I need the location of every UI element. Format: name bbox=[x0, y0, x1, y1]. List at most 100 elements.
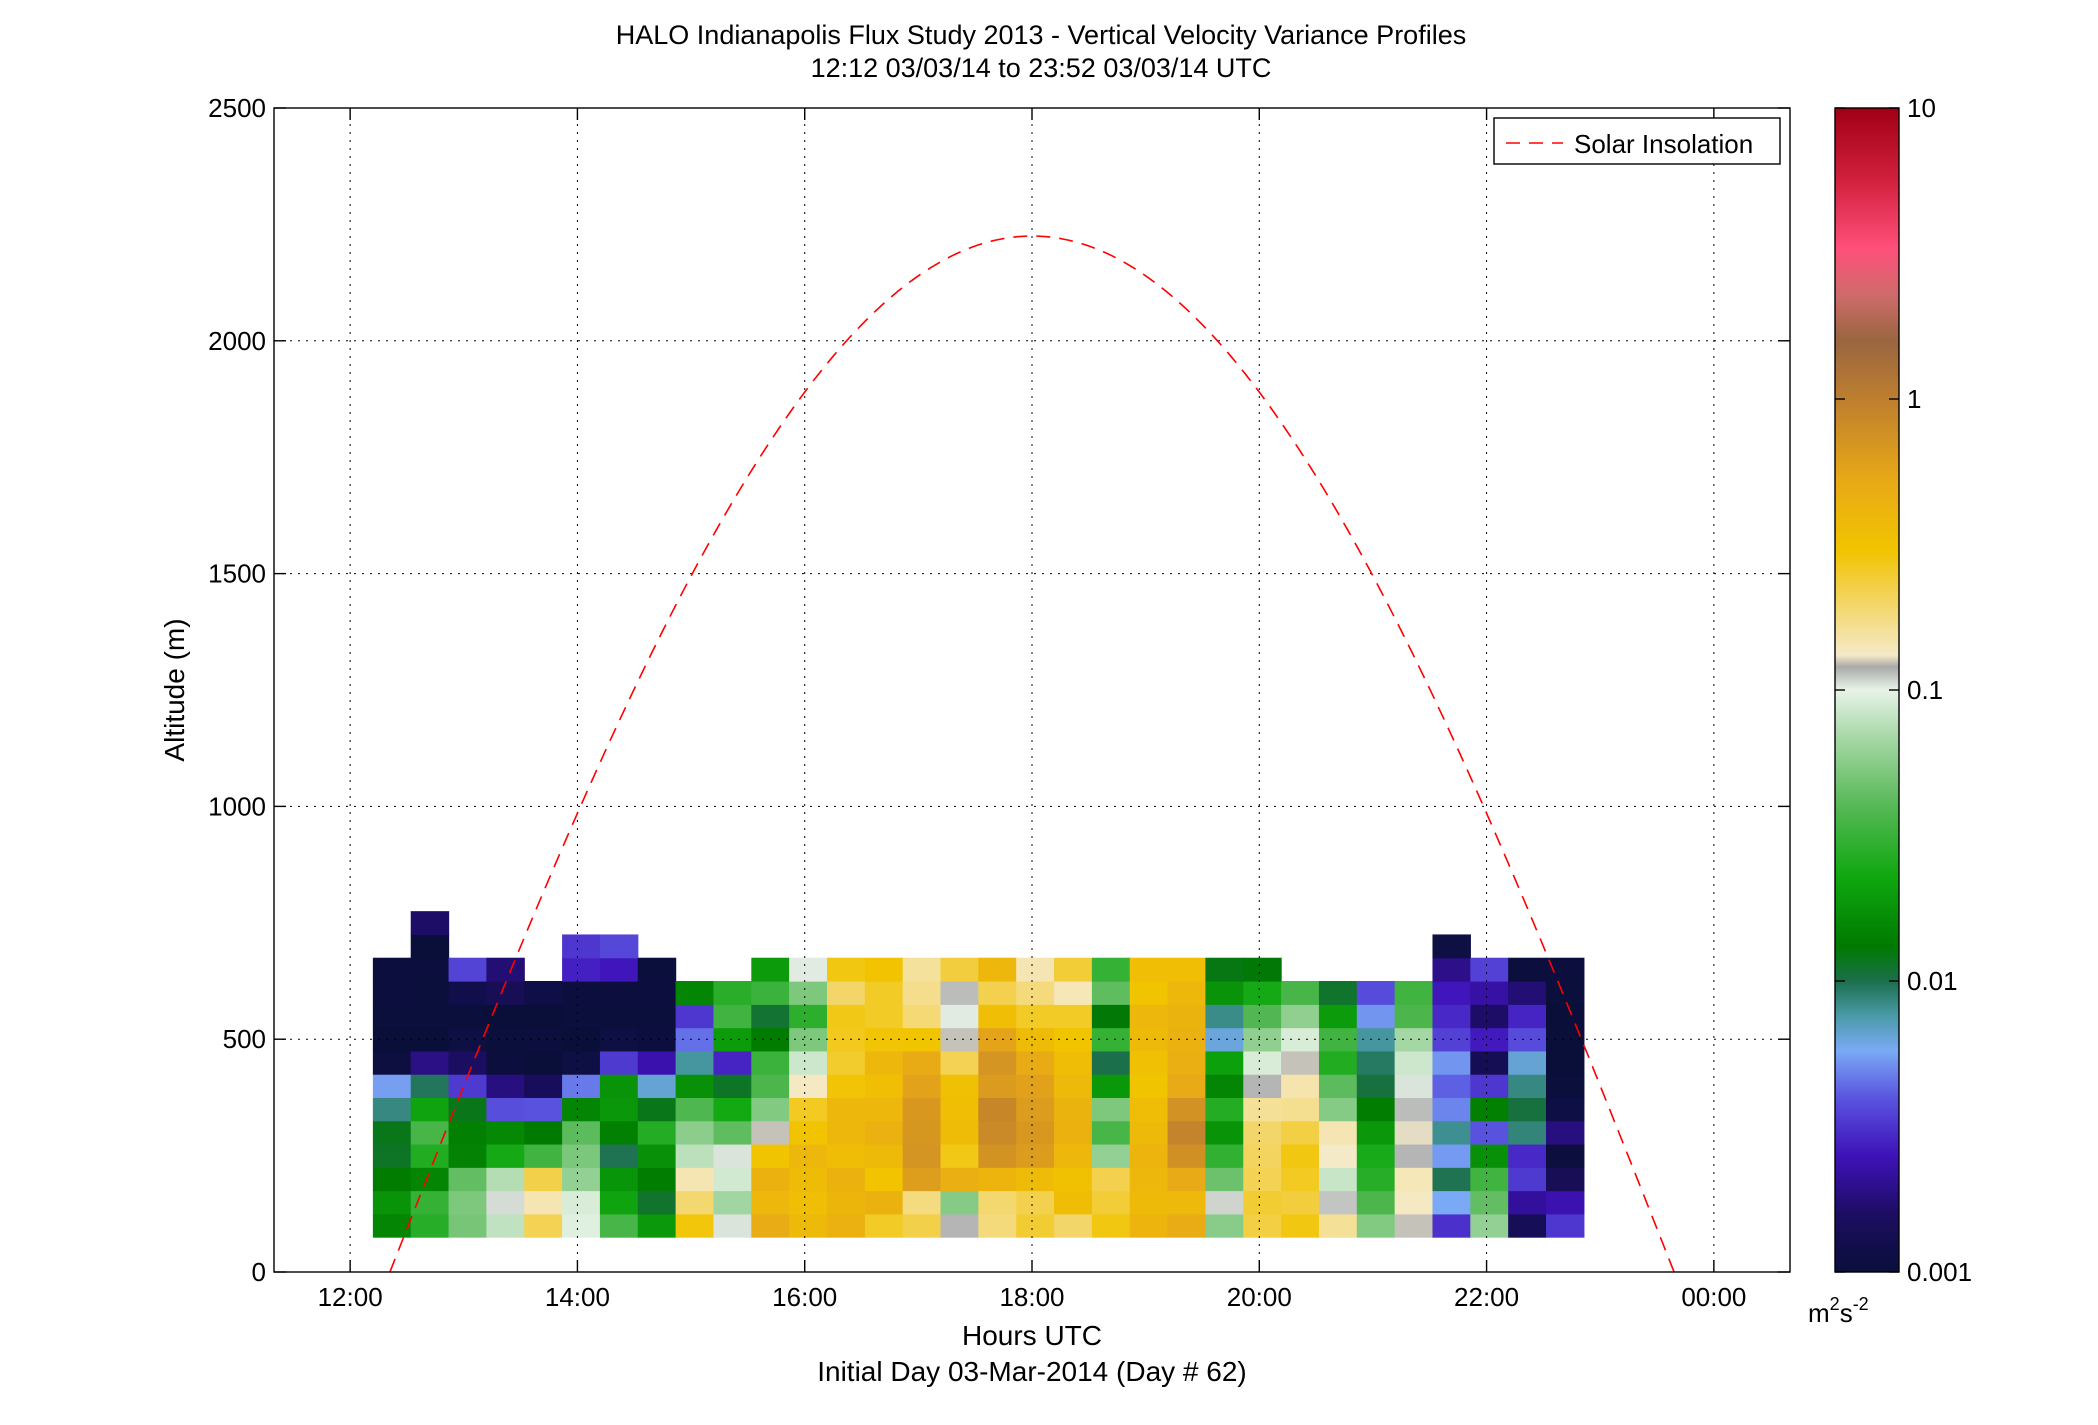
heatmap-cell bbox=[1243, 957, 1282, 982]
heatmap-cell bbox=[1281, 1213, 1320, 1238]
heatmap-cell bbox=[562, 1050, 601, 1075]
heatmap-cell bbox=[1394, 1120, 1434, 1145]
heatmap-cell bbox=[1054, 1050, 1093, 1075]
heatmap-cell bbox=[1470, 1004, 1509, 1029]
heatmap-cell bbox=[562, 1027, 601, 1052]
heatmap-cell bbox=[410, 1120, 450, 1145]
heatmap-cell bbox=[1016, 1190, 1055, 1215]
heatmap-cell bbox=[1167, 1097, 1207, 1122]
heatmap-cell bbox=[1281, 1027, 1320, 1052]
heatmap-cell bbox=[789, 1143, 828, 1168]
heatmap-cell bbox=[637, 1143, 677, 1168]
heatmap-cell bbox=[524, 1004, 563, 1029]
heatmap-cell bbox=[1508, 1213, 1547, 1238]
heatmap-cell bbox=[902, 1074, 942, 1098]
heatmap-cell bbox=[1091, 1097, 1131, 1122]
heatmap-cell bbox=[486, 1004, 525, 1029]
chart-subtitle: 12:12 03/03/14 to 23:52 03/03/14 UTC bbox=[811, 53, 1272, 83]
heatmap-cell bbox=[637, 981, 677, 1005]
heatmap-cell bbox=[940, 1190, 979, 1215]
heatmap-cell bbox=[448, 1190, 487, 1215]
heatmap-cell bbox=[1016, 1143, 1055, 1168]
heatmap-cell bbox=[864, 1120, 904, 1145]
heatmap-cell bbox=[1318, 1097, 1358, 1122]
heatmap-cell bbox=[599, 1190, 639, 1215]
heatmap-cell bbox=[826, 1004, 866, 1029]
heatmap-cell bbox=[562, 1097, 601, 1122]
heatmap-cell bbox=[1356, 1190, 1396, 1215]
heatmap-cell bbox=[675, 1190, 715, 1215]
y-tick-label: 2500 bbox=[208, 93, 266, 123]
heatmap-cell bbox=[789, 957, 828, 982]
heatmap-cell bbox=[1129, 1190, 1169, 1215]
colorbar-tick-label: 10 bbox=[1907, 93, 1936, 123]
heatmap-cell bbox=[637, 1027, 677, 1052]
heatmap-cell bbox=[675, 1120, 715, 1145]
heatmap-cell bbox=[562, 1004, 601, 1029]
heatmap-cell bbox=[1356, 1143, 1396, 1168]
heatmap-cell bbox=[486, 1190, 525, 1215]
legend: Solar Insolation bbox=[1493, 117, 1781, 165]
solar-insolation-line bbox=[389, 235, 1675, 1273]
heatmap-cell bbox=[826, 957, 866, 982]
heatmap-cell bbox=[1054, 957, 1093, 982]
heatmap-cell bbox=[1508, 1143, 1547, 1168]
heatmap-cell bbox=[751, 957, 790, 982]
heatmap-cell bbox=[599, 957, 639, 982]
y-tick-label: 2000 bbox=[208, 326, 266, 356]
x-tick-label: 16:00 bbox=[772, 1282, 837, 1312]
heatmap-cell bbox=[1546, 1190, 1585, 1215]
heatmap-cell bbox=[1318, 1190, 1358, 1215]
heatmap-cell bbox=[599, 981, 639, 1005]
heatmap-cell bbox=[1243, 1167, 1282, 1192]
heatmap-cell bbox=[1016, 1004, 1055, 1029]
heatmap-cell bbox=[524, 981, 563, 1005]
heatmap-cell bbox=[1470, 957, 1509, 982]
heatmap-cell bbox=[410, 911, 450, 936]
heatmap-cell bbox=[1508, 1120, 1547, 1145]
heatmap-cell bbox=[599, 1213, 639, 1238]
heatmap-cell bbox=[1508, 1004, 1547, 1029]
heatmap-cell bbox=[1205, 1050, 1244, 1075]
colorbar-unit-base: m bbox=[1808, 1298, 1830, 1328]
heatmap-cell bbox=[1356, 1074, 1396, 1098]
legend-box bbox=[1493, 117, 1781, 165]
heatmap-cell bbox=[562, 934, 601, 959]
heatmap-cell bbox=[789, 1190, 828, 1215]
heatmap-cell bbox=[372, 957, 412, 982]
heatmap-cell bbox=[448, 981, 487, 1005]
heatmap-cell bbox=[1205, 1143, 1244, 1168]
heatmap-cell bbox=[1356, 1027, 1396, 1052]
heatmap-cell bbox=[1129, 1143, 1169, 1168]
heatmap-cell bbox=[1318, 1074, 1358, 1098]
heatmap-cell bbox=[1470, 981, 1509, 1005]
heatmap-cell bbox=[1016, 1120, 1055, 1145]
heatmap-cell bbox=[1470, 1167, 1509, 1192]
heatmap-cell bbox=[1167, 1004, 1207, 1029]
heatmap-cell bbox=[637, 1190, 677, 1215]
heatmap-cell bbox=[1129, 1120, 1169, 1145]
heatmap-cell bbox=[675, 1143, 715, 1168]
heatmap-cell bbox=[448, 957, 487, 982]
colorbar-tick-label: 1 bbox=[1907, 384, 1921, 414]
heatmap-cell bbox=[751, 981, 790, 1005]
x-tick-label: 22:00 bbox=[1454, 1282, 1519, 1312]
heatmap-cell bbox=[1432, 957, 1471, 982]
heatmap-cell bbox=[978, 981, 1017, 1005]
heatmap-cell bbox=[562, 1074, 601, 1098]
heatmap-cell bbox=[751, 1074, 790, 1098]
heatmap-cell bbox=[1432, 1143, 1471, 1168]
colorbar-unit-exp2: -2 bbox=[1853, 1294, 1869, 1314]
heatmap-cell bbox=[486, 1120, 525, 1145]
heatmap-cell bbox=[751, 1050, 790, 1075]
heatmap-cell bbox=[372, 1213, 412, 1238]
heatmap-cell bbox=[1281, 981, 1320, 1005]
heatmap-cell bbox=[1394, 1050, 1434, 1075]
heatmap-cell bbox=[1508, 1050, 1547, 1075]
heatmap-cell bbox=[902, 1120, 942, 1145]
heatmap-cell bbox=[410, 934, 450, 959]
heatmap-cell bbox=[789, 981, 828, 1005]
heatmap-cell bbox=[1281, 1190, 1320, 1215]
heatmap-cell bbox=[1243, 981, 1282, 1005]
colorbar-gradient bbox=[1834, 107, 1900, 1273]
